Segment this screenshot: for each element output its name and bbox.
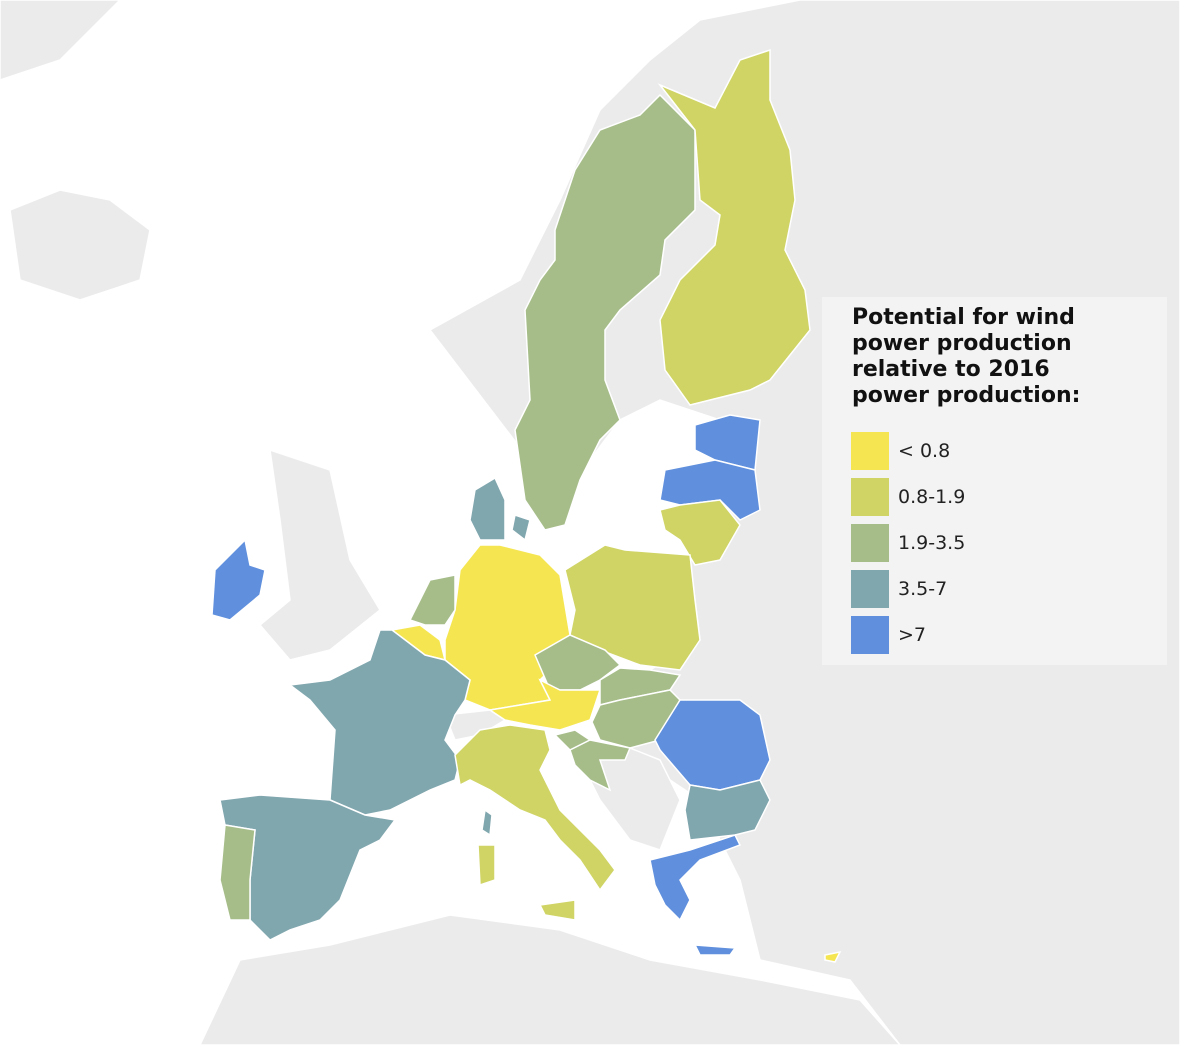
- legend-swatch: [851, 478, 889, 516]
- legend-item: 1.9-3.5: [851, 524, 965, 562]
- land: [9, 189, 151, 301]
- country: [538, 899, 576, 921]
- countries: [211, 48, 842, 963]
- country: [569, 739, 632, 792]
- legend-swatch: [851, 524, 889, 562]
- country: [454, 724, 616, 892]
- legend-label: 0.8-1.9: [898, 486, 966, 508]
- land: [258, 448, 381, 661]
- land: [199, 914, 902, 1045]
- country: [693, 944, 737, 956]
- country: [469, 476, 506, 541]
- country: [684, 779, 771, 841]
- country: [477, 844, 496, 887]
- legend-item: < 0.8: [851, 432, 950, 470]
- legend-label: >7: [898, 624, 927, 646]
- legend-label: 3.5-7: [898, 578, 948, 600]
- legend-label: < 0.8: [898, 440, 951, 462]
- country: [511, 514, 531, 542]
- legend-item: 0.8-1.9: [851, 478, 965, 516]
- country: [408, 574, 456, 626]
- country: [219, 824, 256, 921]
- country: [481, 808, 493, 837]
- legend-swatch: [851, 432, 889, 470]
- country: [649, 834, 742, 922]
- country: [659, 459, 761, 521]
- legend-swatch: [851, 570, 889, 608]
- legend-title: Potential for wind power production rela…: [852, 305, 1081, 408]
- legend-label: 1.9-3.5: [898, 532, 966, 554]
- country: [211, 538, 266, 621]
- country: [659, 499, 741, 566]
- land: [0, 0, 122, 81]
- legend: Potential for wind power production rela…: [822, 297, 1167, 665]
- legend-item: 3.5-7: [851, 570, 947, 608]
- country: [657, 48, 811, 406]
- legend-swatch: [851, 616, 889, 654]
- country: [514, 93, 696, 531]
- country: [564, 544, 701, 671]
- legend-item: >7: [851, 616, 926, 654]
- country: [824, 950, 842, 963]
